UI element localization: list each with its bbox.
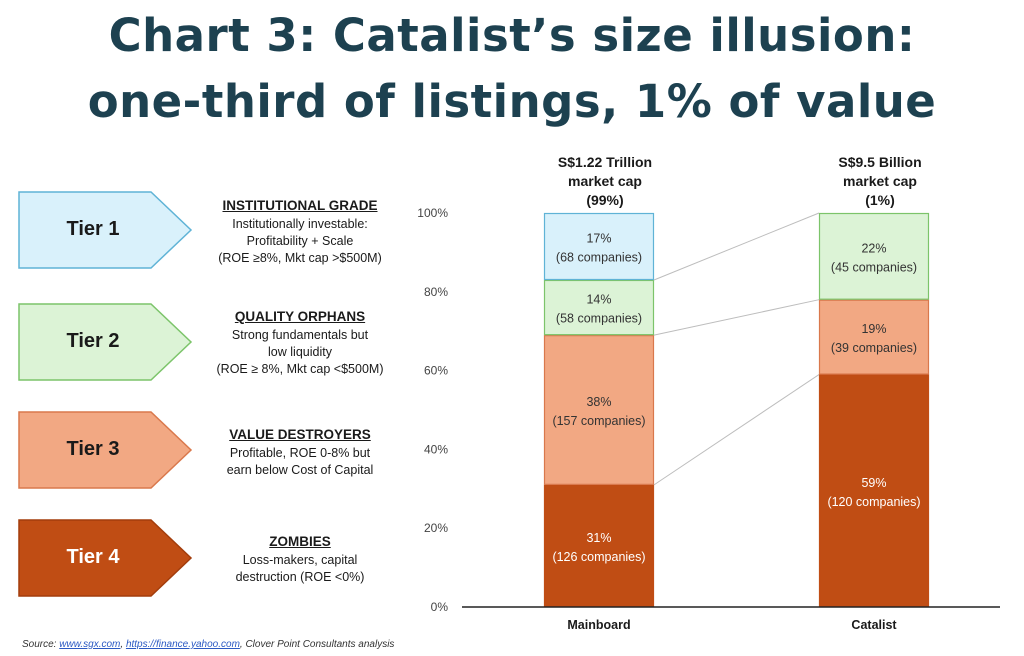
tier-1-label: Tier 1 xyxy=(66,218,120,240)
tier-3-arrow xyxy=(18,411,193,489)
connector-line xyxy=(653,374,820,486)
tier-4-description: ZOMBIES Loss-makers, capital destruction (… xyxy=(205,533,395,586)
chart-title-line-1: Chart 3: Catalist’s size illusion: xyxy=(108,9,916,62)
tier-2-arrow xyxy=(18,303,193,381)
tier-3-desc-line: Profitable, ROE 0-8% but xyxy=(229,446,371,460)
tier-4-label: Tier 4 xyxy=(66,546,120,568)
y-tick-label: 80% xyxy=(424,285,448,299)
tier-3-desc-line: earn below Cost of Capital xyxy=(226,463,374,477)
data-label-count: (126 companies) xyxy=(552,550,645,564)
data-label-count: (157 companies) xyxy=(552,414,645,428)
tier-1-arrow xyxy=(18,191,193,269)
bar-segment xyxy=(818,299,930,375)
tier-2-description: QUALITY ORPHANS Strong fundamentals but lo… xyxy=(205,308,395,378)
bar-segment xyxy=(543,335,655,485)
x-category-label: Mainboard xyxy=(567,618,630,632)
source-link-yahoo[interactable]: https://finance.yahoo.com xyxy=(125,639,240,650)
data-label-percent: 22% xyxy=(861,241,886,255)
bar-header-text: market cap xyxy=(568,173,642,189)
y-tick-label: 40% xyxy=(424,442,448,456)
y-tick-label: 0% xyxy=(431,600,449,614)
bar-header-text: S$9.5 Billion xyxy=(838,154,921,170)
bar-segment xyxy=(543,484,655,608)
tier-1-desc-line: Profitability + Scale xyxy=(246,234,354,248)
tier-4-heading: ZOMBIES xyxy=(269,534,331,549)
bar-segment xyxy=(543,212,655,281)
bar-segment xyxy=(818,212,930,300)
source-link-sgx[interactable]: www.sgx.com xyxy=(59,639,121,650)
tier-2-label: Tier 2 xyxy=(66,330,120,352)
data-label-count: (68 companies) xyxy=(556,250,642,264)
tier-3-label: Tier 3 xyxy=(66,438,120,460)
tier-3-description: VALUE DESTROYERS Profitable, ROE 0-8% but… xyxy=(205,426,395,479)
y-tick-label: 20% xyxy=(424,521,448,535)
connector-line xyxy=(653,299,820,336)
data-label-percent: 17% xyxy=(586,231,611,245)
data-label-count: (39 companies) xyxy=(831,341,917,355)
tier-2-desc-line: low liquidity xyxy=(268,345,332,359)
bar-header-text: S$1.22 Trillion xyxy=(558,154,652,170)
source-separator: , xyxy=(120,639,126,650)
tier-4-desc-line: Loss-makers, capital xyxy=(242,553,358,567)
tier-1-heading: INSTITUTIONAL GRADE xyxy=(222,198,378,213)
bar-header-text: (1%) xyxy=(865,192,895,208)
chart-title-line-2: one-third of listings, 1% of value xyxy=(87,75,937,128)
tier-3-heading: VALUE DESTROYERS xyxy=(229,427,371,442)
data-label-percent: 31% xyxy=(586,531,611,545)
bar-header-text: market cap xyxy=(843,173,917,189)
bar-header-text: (99%) xyxy=(586,192,623,208)
tier-2-desc-line: (ROE ≥ 8%, Mkt cap <$500M) xyxy=(216,362,384,376)
tier-2-heading: QUALITY ORPHANS xyxy=(234,309,366,324)
source-prefix: Source: xyxy=(22,639,60,650)
x-category-label: Catalist xyxy=(851,618,897,632)
tier-4-desc-line: destruction (ROE <0%) xyxy=(235,570,365,584)
tier-1-desc-line: Institutionally investable: xyxy=(232,217,368,231)
data-label-percent: 14% xyxy=(586,293,611,307)
tier-1-desc-line: (ROE ≥8%, Mkt cap >$500M) xyxy=(218,251,382,265)
tier-4-arrow xyxy=(18,519,193,597)
data-label-count: (45 companies) xyxy=(831,260,917,274)
source-suffix: , Clover Point Consultants analysis xyxy=(239,639,395,650)
bar-segment xyxy=(818,374,930,608)
tier-1-description: INSTITUTIONAL GRADE Institutionally inves… xyxy=(205,197,395,267)
bar-segment xyxy=(543,279,655,336)
tier-2-desc-line: Strong fundamentals but xyxy=(231,328,369,342)
data-label-count: (58 companies) xyxy=(556,312,642,326)
y-tick-label: 100% xyxy=(417,206,448,220)
y-tick-label: 60% xyxy=(424,364,448,378)
data-label-percent: 38% xyxy=(586,395,611,409)
connector-line xyxy=(653,212,820,281)
data-label-percent: 19% xyxy=(861,322,886,336)
data-label-percent: 59% xyxy=(861,476,886,490)
data-label-count: (120 companies) xyxy=(827,495,920,509)
source-note: Source: www.sgx.com, https://finance.yah… xyxy=(22,639,394,650)
